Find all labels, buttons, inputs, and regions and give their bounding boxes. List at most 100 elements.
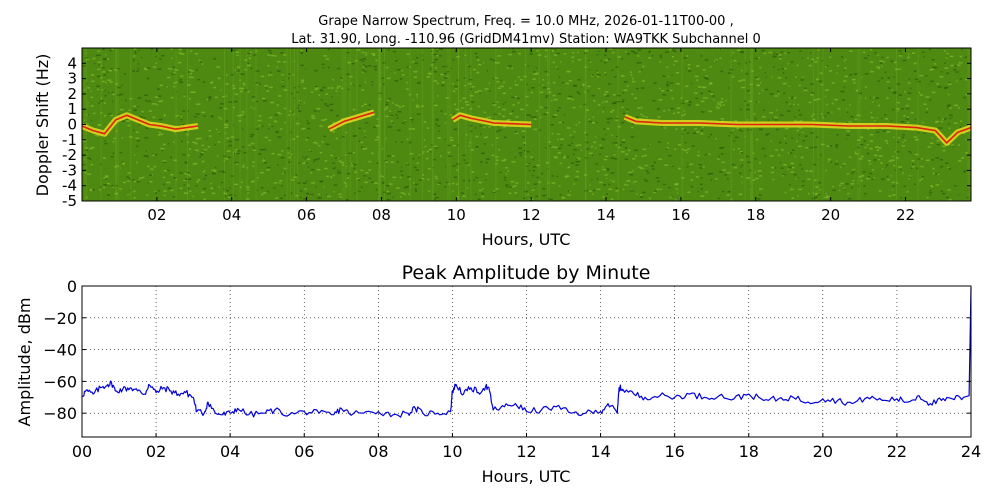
noise-speck: [746, 90, 750, 92]
noise-speck: [680, 167, 683, 169]
noise-speck: [695, 176, 699, 178]
noise-speck: [313, 160, 316, 162]
noise-speck: [167, 143, 169, 145]
noise-speck: [496, 81, 500, 83]
noise-speck: [329, 109, 334, 112]
noise-speck: [700, 183, 703, 186]
noise-speck: [780, 56, 782, 58]
noise-speck: [208, 96, 212, 98]
noise-speck: [523, 144, 526, 146]
noise-speck: [647, 172, 650, 174]
noise-speck: [384, 108, 387, 110]
noise-speck: [536, 164, 540, 167]
noise-speck: [967, 189, 969, 191]
noise-streak: [458, 48, 460, 201]
noise-speck: [877, 97, 879, 99]
noise-speck: [657, 180, 660, 183]
noise-speck: [945, 57, 948, 59]
noise-speck: [577, 149, 579, 151]
noise-speck: [725, 99, 727, 102]
noise-speck: [152, 153, 154, 156]
noise-speck: [565, 175, 570, 177]
noise-speck: [737, 49, 741, 51]
noise-speck: [275, 130, 279, 133]
noise-speck: [535, 67, 538, 69]
noise-speck: [648, 197, 652, 200]
noise-speck: [686, 151, 689, 154]
noise-speck: [850, 115, 854, 118]
noise-speck: [953, 122, 958, 124]
noise-speck: [455, 50, 457, 53]
noise-speck: [655, 177, 660, 179]
noise-speck: [489, 58, 493, 61]
noise-speck: [301, 79, 305, 81]
noise-speck: [622, 99, 625, 101]
noise-speck: [469, 88, 472, 90]
noise-speck: [802, 140, 806, 142]
noise-speck: [348, 61, 352, 64]
noise-speck: [709, 172, 714, 175]
noise-speck: [610, 198, 614, 201]
noise-speck: [907, 53, 910, 56]
noise-speck: [852, 169, 856, 171]
noise-speck: [813, 197, 816, 200]
noise-speck: [295, 122, 300, 125]
noise-speck: [252, 99, 255, 101]
noise-speck: [247, 90, 250, 93]
noise-speck: [769, 111, 774, 114]
noise-speck: [798, 134, 800, 136]
noise-speck: [406, 138, 409, 141]
noise-speck: [424, 145, 427, 148]
noise-speck: [179, 79, 182, 81]
noise-speck: [439, 55, 442, 57]
noise-speck: [134, 50, 137, 52]
noise-speck: [511, 67, 514, 70]
noise-speck: [153, 165, 157, 168]
noise-speck: [916, 167, 919, 170]
noise-speck: [542, 87, 547, 89]
noise-speck: [705, 78, 709, 80]
noise-speck: [780, 51, 783, 53]
noise-speck: [433, 103, 435, 105]
noise-speck: [814, 196, 818, 199]
noise-speck: [560, 61, 562, 63]
noise-speck: [426, 150, 429, 153]
noise-speck: [826, 195, 828, 197]
noise-speck: [629, 174, 634, 176]
noise-speck: [240, 73, 245, 75]
noise-streak: [457, 48, 459, 201]
noise-speck: [929, 99, 932, 101]
noise-speck: [749, 83, 753, 86]
noise-speck: [395, 114, 398, 116]
noise-speck: [648, 50, 651, 52]
noise-speck: [796, 140, 798, 142]
noise-speck: [512, 48, 515, 50]
noise-speck: [621, 100, 624, 103]
noise-speck: [288, 77, 290, 80]
noise-speck: [917, 158, 921, 160]
noise-speck: [688, 101, 692, 104]
noise-streak: [290, 48, 292, 201]
noise-speck: [362, 148, 367, 150]
noise-speck: [746, 155, 750, 158]
noise-speck: [846, 130, 851, 132]
noise-speck: [929, 142, 934, 145]
noise-speck: [758, 92, 761, 95]
noise-speck: [121, 84, 123, 87]
noise-speck: [301, 128, 304, 130]
noise-speck: [199, 156, 201, 158]
noise-speck: [277, 111, 280, 114]
noise-speck: [626, 85, 629, 87]
noise-speck: [328, 48, 330, 51]
noise-speck: [171, 57, 173, 60]
noise-speck: [666, 81, 669, 84]
noise-speck: [195, 138, 199, 140]
noise-speck: [535, 195, 539, 198]
noise-speck: [860, 96, 862, 99]
noise-speck: [571, 98, 574, 101]
noise-speck: [606, 193, 608, 195]
noise-speck: [204, 174, 208, 177]
noise-speck: [906, 190, 909, 193]
noise-speck: [337, 172, 342, 174]
noise-speck: [651, 168, 655, 170]
